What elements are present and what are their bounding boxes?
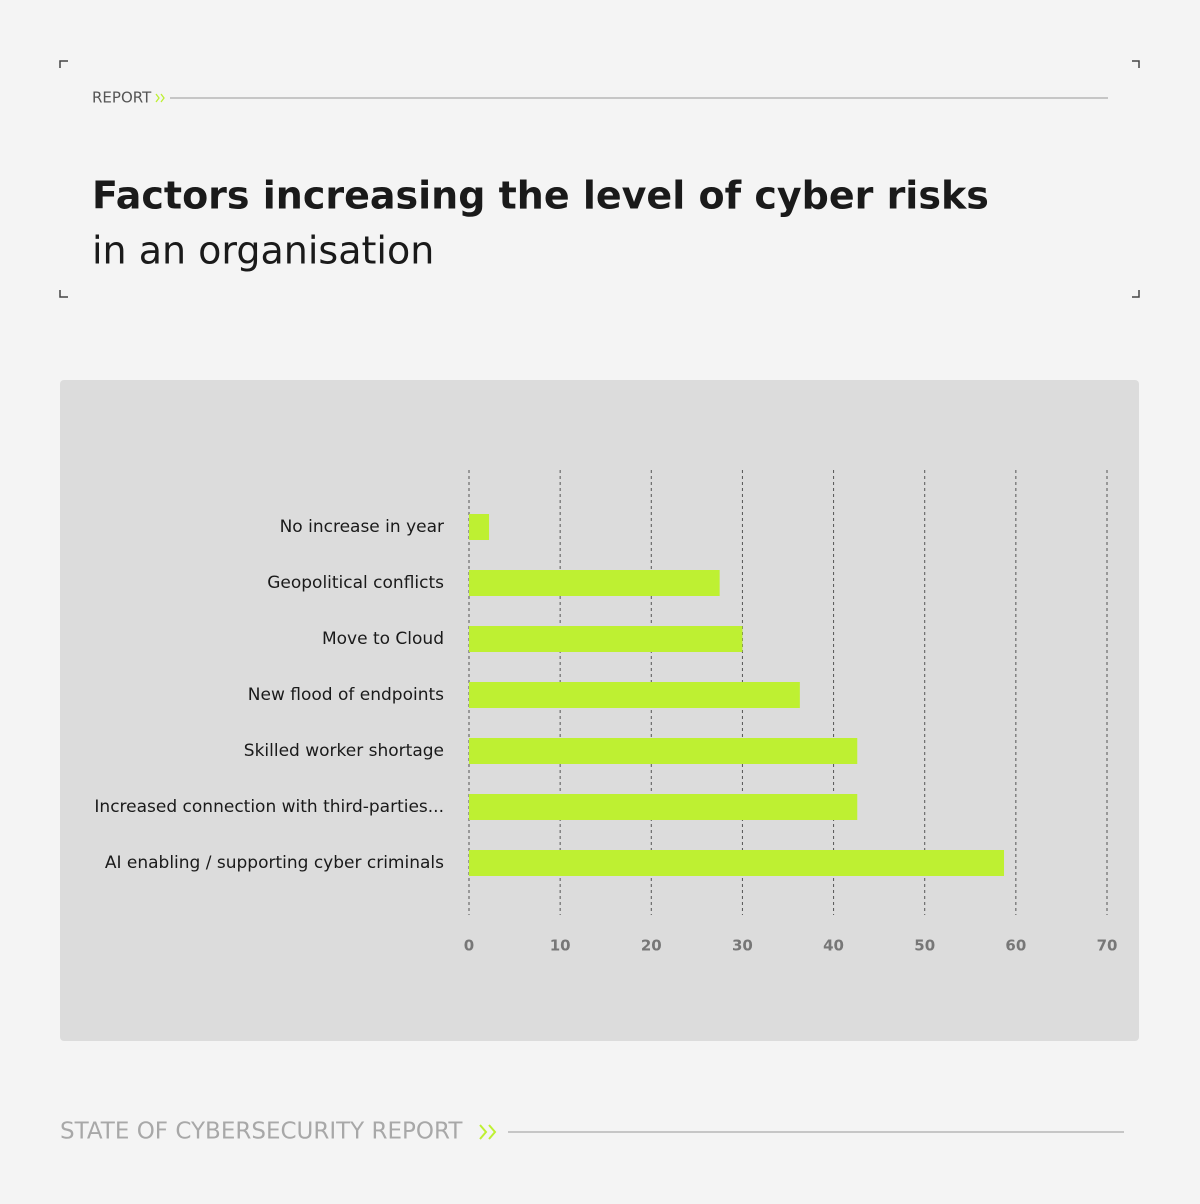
y-tick-label: AI enabling / supporting cyber criminals — [105, 853, 444, 873]
x-tick-label: 30 — [732, 937, 753, 955]
x-tick-label: 40 — [823, 937, 844, 955]
bar — [469, 626, 743, 652]
bar — [469, 850, 1005, 876]
report-label: REPORT — [92, 89, 152, 107]
y-tick-label: New flood of endpoints — [248, 685, 444, 705]
x-tick-label: 0 — [464, 937, 474, 955]
y-tick-label: Move to Cloud — [322, 629, 444, 649]
x-tick-label: 50 — [914, 937, 935, 955]
bar — [469, 570, 720, 596]
chart-panel — [60, 380, 1139, 1041]
footer-chevrons — [479, 1124, 497, 1140]
x-tick-label: 60 — [1005, 937, 1026, 955]
bar — [469, 682, 800, 708]
chart-title: Factors increasing the level of cyber ri… — [92, 174, 989, 218]
y-tick-label: Skilled worker shortage — [244, 741, 444, 761]
bar — [469, 738, 858, 764]
y-tick-label: Increased connection with third-parties.… — [94, 797, 444, 817]
footer-label: STATE OF CYBERSECURITY REPORT — [60, 1119, 463, 1145]
corner-brackets — [59, 60, 1140, 298]
bar — [469, 794, 858, 820]
bar — [469, 514, 490, 540]
chevrons — [155, 93, 165, 103]
plot: 0 10 20 30 40 50 60 70 No increase in year Geopol… — [94, 470, 1117, 955]
x-tick-label: 20 — [641, 937, 662, 955]
x-tick-label: 70 — [1097, 937, 1118, 955]
chart-subtitle: in an organisation — [92, 229, 434, 273]
y-tick-label: No increase in year — [280, 517, 444, 537]
x-tick-label: 10 — [550, 937, 571, 955]
y-tick-label: Geopolitical conflicts — [267, 573, 444, 593]
